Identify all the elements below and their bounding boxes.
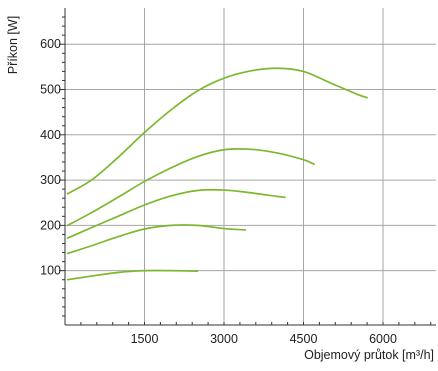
y-tick-label: 300 (40, 173, 61, 187)
series-lines (66, 67, 368, 281)
y-tick-label: 100 (40, 264, 61, 278)
series-line-4 (66, 148, 315, 227)
x-tick-label: 1500 (131, 332, 159, 346)
y-tick-label: 600 (40, 37, 61, 51)
y-tick-label: 200 (40, 218, 61, 232)
x-tick-labels: 1500 3000 4500 6000 (131, 332, 397, 346)
y-axis-title: Příkon [W] (6, 16, 20, 74)
x-tick-label: 3000 (210, 332, 238, 346)
x-tick-label: 4500 (290, 332, 318, 346)
y-tick-labels: 100 200 300 400 500 600 (40, 37, 61, 277)
series-line-3 (66, 188, 286, 239)
y-tick-label: 500 (40, 83, 61, 97)
series-line-5 (66, 67, 368, 195)
y-tick-label: 400 (40, 128, 61, 142)
grid-lines (59, 8, 436, 325)
x-axis-title: Objemový průtok [m³/h] (304, 348, 434, 362)
x-tick-label: 6000 (369, 332, 397, 346)
series-line-1 (66, 269, 199, 281)
series-line-2 (66, 224, 247, 255)
minor-ticks (62, 16, 432, 325)
